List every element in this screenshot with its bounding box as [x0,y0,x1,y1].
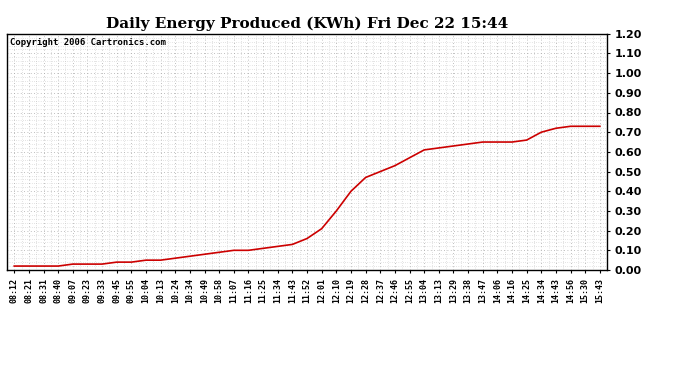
Text: Copyright 2006 Cartronics.com: Copyright 2006 Cartronics.com [10,39,166,48]
Title: Daily Energy Produced (KWh) Fri Dec 22 15:44: Daily Energy Produced (KWh) Fri Dec 22 1… [106,17,508,31]
